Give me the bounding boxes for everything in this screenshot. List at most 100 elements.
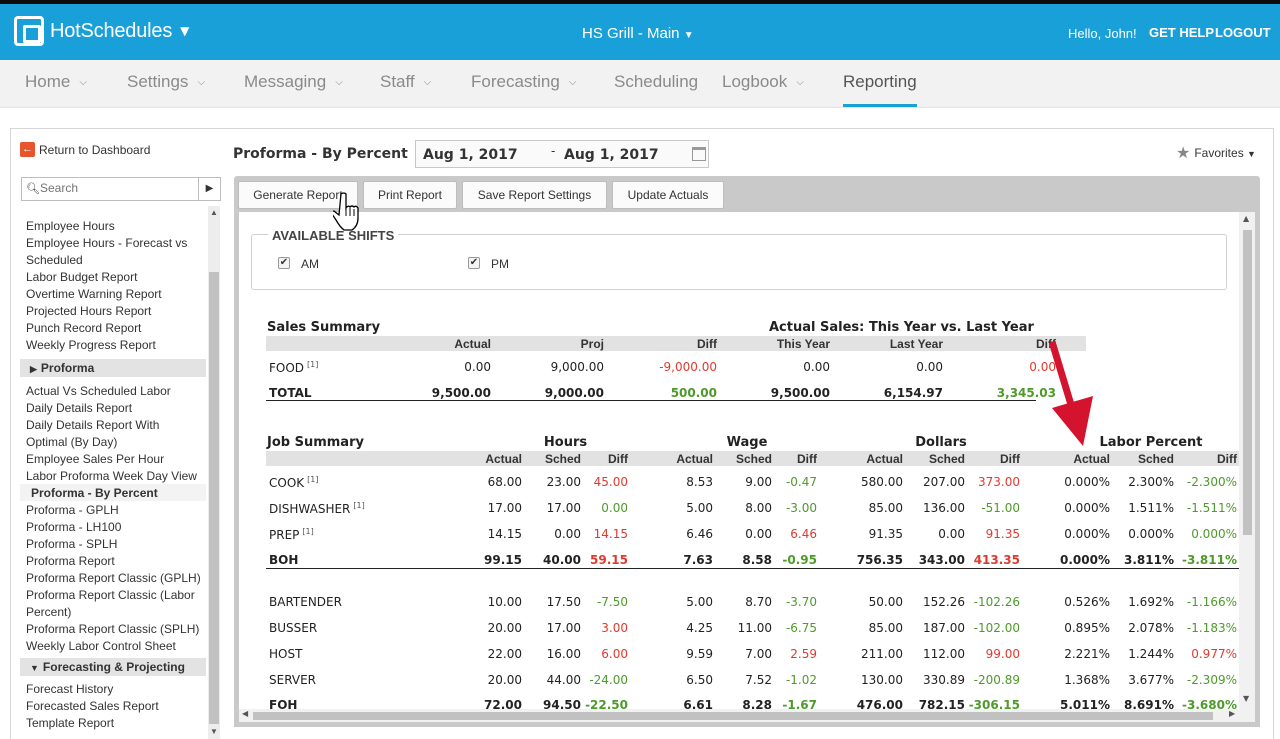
job-cell: 99.00 [985,647,1020,661]
return-to-dashboard-link[interactable]: ← Return to Dashboard [20,142,150,157]
job-cell: 8.58 [742,553,772,567]
job-cell: 85.00 [868,621,903,635]
sidebar-scrollbar[interactable]: ▲ ▼ [208,206,220,739]
generate-report-button[interactable]: Generate Report [238,181,358,209]
pm-checkbox[interactable]: ✔ [468,257,480,269]
update-actuals-button[interactable]: Update Actuals [612,181,724,209]
job-cell: 2.59 [790,647,817,661]
job-cell: 112.00 [923,647,965,661]
nav-home[interactable]: Home ⌵ [25,72,87,91]
sidebar-item-forecasted-sales-report[interactable]: Forecasted Sales Report [26,699,159,713]
scroll-right-icon[interactable]: ▶ [1229,709,1236,718]
job-col-header: Diff [1000,452,1020,466]
nav-forecasting[interactable]: Forecasting ⌵ [471,72,577,91]
sidebar-item-projected-hours-report[interactable]: Projected Hours Report [26,304,152,318]
sidebar-section-proforma[interactable]: ▶ Proforma [20,359,206,377]
job-cell: -1.02 [785,673,817,687]
job-cell: -3.811% [1182,553,1237,567]
sidebar-item-template-report[interactable]: Template Report [26,716,115,730]
sidebar-item-proforma-gplh[interactable]: Proforma - GPLH [26,503,119,517]
save-report-settings-button[interactable]: Save Report Settings [462,181,607,209]
sidebar-item-proforma-report-classic-splh[interactable]: Proforma Report Classic (SPLH) [26,622,200,636]
job-cell: 0.000% [1128,527,1174,541]
sidebar-item-employee-hours-forecast-vs[interactable]: Employee Hours - Forecast vs [26,236,188,250]
job-cell: 0.000% [1064,475,1110,489]
date-to[interactable]: Aug 1, 2017 [564,147,659,163]
report-vertical-scrollbar[interactable]: ▲ ▼ [1239,212,1255,709]
nav-reporting[interactable]: Reporting [843,72,917,91]
sidebar-item-proforma-lh100[interactable]: Proforma - LH100 [26,520,122,534]
job-cell: 580.00 [861,475,903,489]
job-cell: -7.50 [596,595,628,609]
nav-scheduling[interactable]: Scheduling [614,72,699,91]
search-input[interactable] [40,181,210,195]
sidebar-item-forecast-history[interactable]: Forecast History [26,682,114,696]
report-horizontal-scrollbar[interactable]: ◀ ▶ [239,709,1255,722]
job-cell: 59.15 [590,553,628,567]
footnote-marker: [1] [302,527,314,536]
scrollbar-thumb[interactable] [1243,230,1252,535]
calendar-icon[interactable] [692,147,706,161]
nav-staff[interactable]: Staff ⌵ [380,72,432,91]
scroll-down-icon[interactable]: ▼ [1243,694,1250,703]
logout-link[interactable]: LOGOUT [1215,25,1271,40]
scroll-up-icon[interactable]: ▲ [210,208,218,217]
sidebar-section-forecasting[interactable]: ▼ Forecasting & Projecting [20,658,206,676]
sidebar-item-percent[interactable]: Percent) [26,605,72,619]
sidebar-item-punch-record-report[interactable]: Punch Record Report [26,321,142,335]
date-from[interactable]: Aug 1, 2017 [423,147,518,163]
scrollbar-thumb[interactable] [209,272,219,724]
job-cell: 3.811% [1124,553,1174,567]
content-panel [10,128,1274,739]
user-greeting: Hello, John! [1068,26,1137,41]
sidebar-item-proforma-report-classic-labor[interactable]: Proforma Report Classic (Labor [26,588,195,602]
location-selector[interactable]: HS Grill - Main ▼ [582,25,694,42]
nav-settings[interactable]: Settings ⌵ [127,72,206,91]
job-group-header: Labor Percent [1099,435,1203,450]
am-checkbox[interactable]: ✔ [278,257,290,269]
sales-row-label: FOOD [1] [269,360,319,375]
job-cell: 3.677% [1128,673,1174,687]
job-cell: 0.00 [745,527,772,541]
sidebar-item-optimal-by-day[interactable]: Optimal (By Day) [26,435,118,449]
scroll-down-icon[interactable]: ▼ [210,727,218,736]
sidebar-item-labor-proforma-week-day-view[interactable]: Labor Proforma Week Day View [26,469,197,483]
scrollbar-thumb[interactable] [253,712,1213,720]
sidebar-item-daily-details-report[interactable]: Daily Details Report [26,401,133,415]
job-row-label: BOH [269,553,299,567]
favorites-menu[interactable]: ★ Favorites ▼ [1176,145,1256,162]
sidebar-item-employee-hours[interactable]: Employee Hours [26,219,115,233]
sales-cell: 0.00 [916,360,943,374]
sidebar-item-proforma-report[interactable]: Proforma Report [26,554,115,568]
chevron-down-icon: ⌵ [796,77,804,88]
sidebar-search[interactable]: 🔍︎ ▶ [21,177,221,201]
nav-logbook[interactable]: Logbook ⌵ [722,72,804,91]
sidebar-item-proforma-report-classic-gplh[interactable]: Proforma Report Classic (GPLH) [26,571,201,585]
search-go-icon[interactable]: ▶ [198,178,220,200]
get-help-link[interactable]: GET HELP [1149,25,1215,40]
scroll-up-icon[interactable]: ▲ [1243,214,1250,223]
scroll-left-icon[interactable]: ◀ [242,709,249,718]
sidebar-item-overtime-warning-report[interactable]: Overtime Warning Report [26,287,162,301]
sidebar-item-scheduled[interactable]: Scheduled [26,253,83,267]
nav-messaging[interactable]: Messaging ⌵ [244,72,343,91]
job-cell: -200.89 [973,673,1020,687]
sidebar-item-weekly-labor-control-sheet[interactable]: Weekly Labor Control Sheet [26,639,176,653]
sidebar-item-weekly-progress-report[interactable]: Weekly Progress Report [26,338,156,352]
sidebar-item-proforma-splh[interactable]: Proforma - SPLH [26,537,118,551]
app-logo[interactable]: HotSchedules ▼ [14,16,189,46]
sidebar-item-labor-budget-report[interactable]: Labor Budget Report [26,270,138,284]
available-shifts: AVAILABLE SHIFTS ✔ AM ✔ PM [251,228,1227,290]
job-row-label: BUSSER [269,621,318,635]
job-cell: -0.47 [785,475,817,489]
sidebar-item-actual-vs-scheduled-labor[interactable]: Actual Vs Scheduled Labor [26,384,171,398]
sidebar-item-proforma-by-percent[interactable]: Proforma - By Percent [31,486,158,500]
job-cell: 17.00 [546,501,581,515]
job-cell: 187.00 [923,621,965,635]
date-range-picker[interactable]: Aug 1, 2017 - Aug 1, 2017 [415,140,709,168]
print-report-button[interactable]: Print Report [363,181,457,209]
sidebar-item-daily-details-report-with[interactable]: Daily Details Report With [26,418,160,432]
sales-cell: 3,345.03 [996,386,1056,400]
sales-cell: 6,154.97 [883,386,943,400]
sidebar-item-employee-sales-per-hour[interactable]: Employee Sales Per Hour [26,452,165,466]
